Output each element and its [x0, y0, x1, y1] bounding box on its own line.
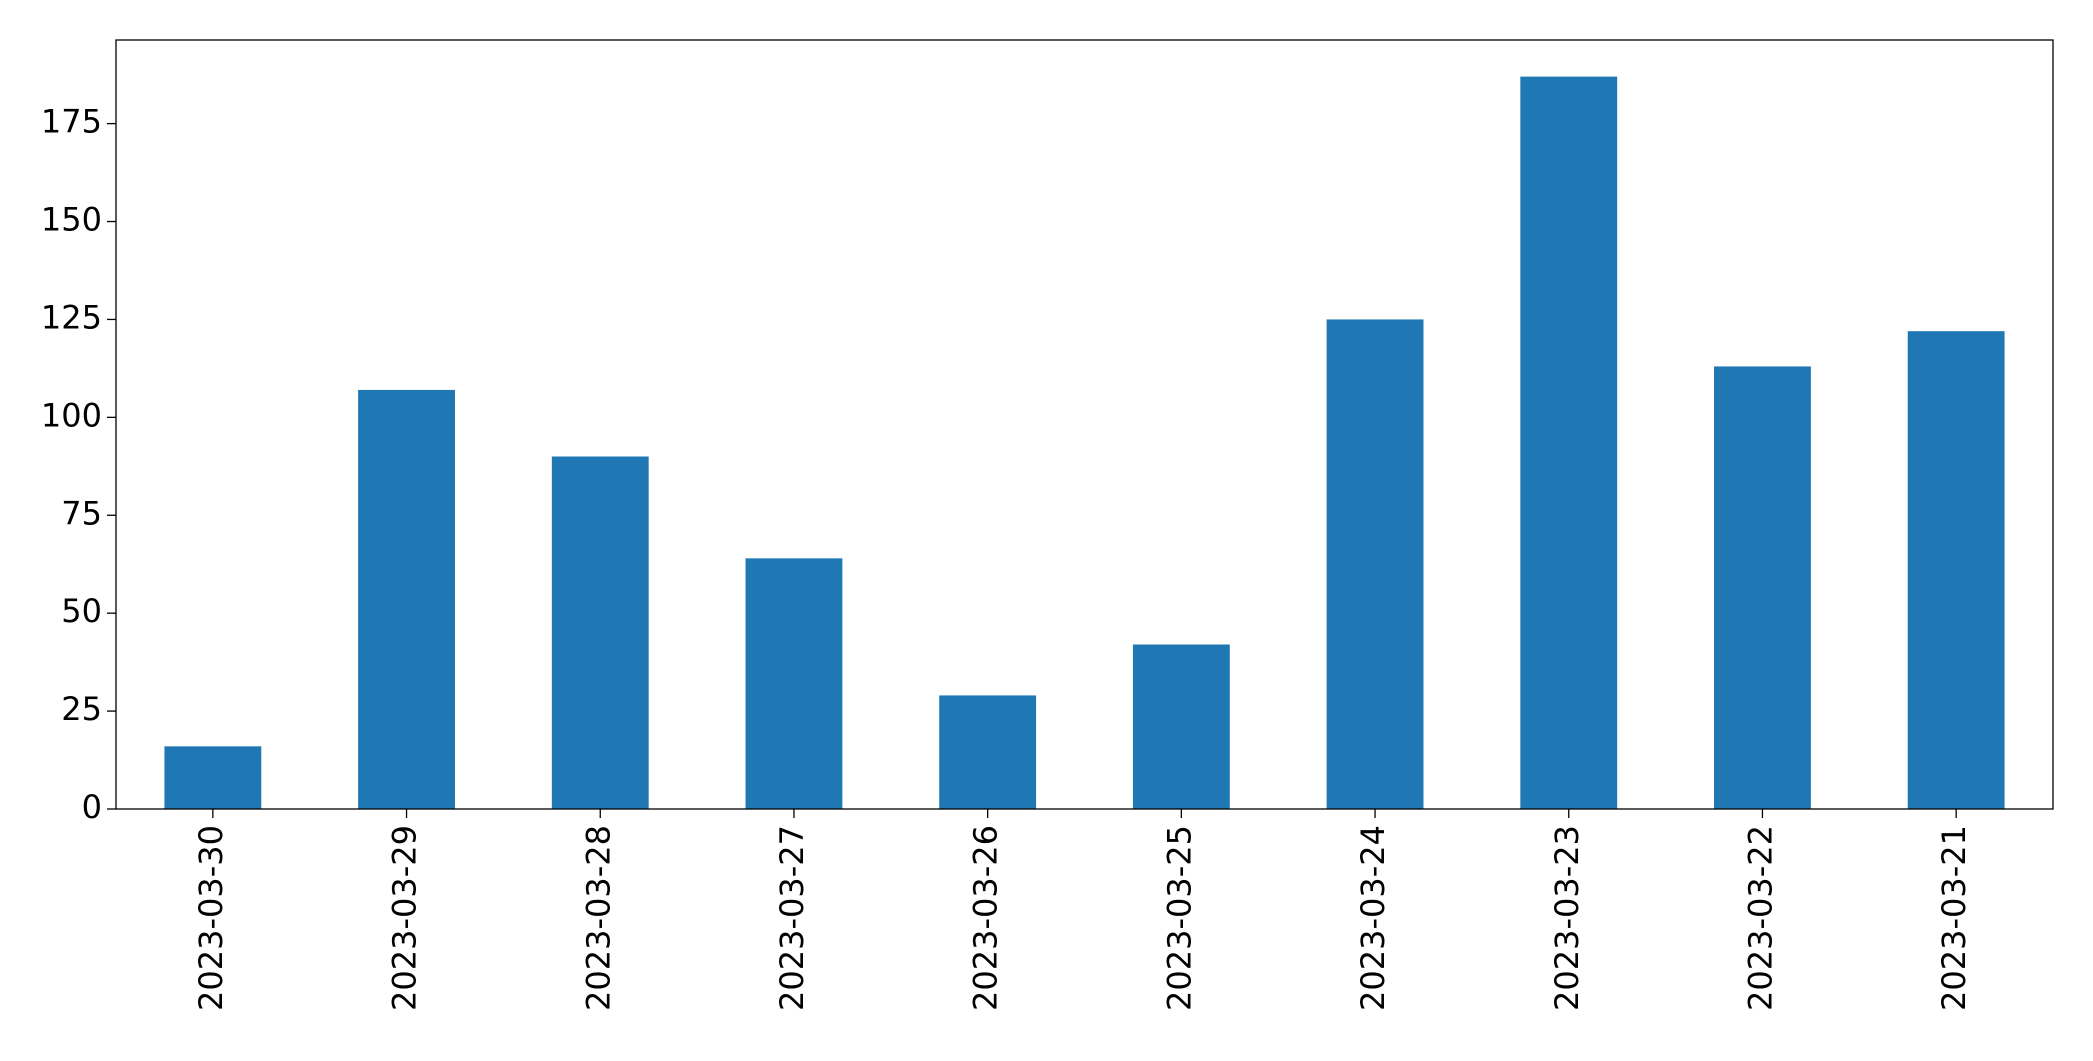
x-tick-label: 2023-03-21 [1935, 825, 1973, 1011]
y-tick-label: 175 [41, 103, 102, 141]
y-tick-label: 50 [61, 592, 102, 630]
y-tick-label: 100 [41, 396, 102, 434]
bar [1520, 76, 1618, 810]
bar [358, 389, 455, 809]
bar [1714, 366, 1811, 809]
bar [1907, 331, 2005, 809]
x-tick-label: 2023-03-24 [1354, 825, 1392, 1011]
x-tick-label: 2023-03-22 [1741, 825, 1779, 1011]
x-tick-label: 2023-03-25 [1160, 825, 1198, 1011]
bar [745, 558, 843, 809]
y-tick-label: 150 [41, 201, 102, 239]
y-tick-label: 125 [41, 298, 102, 336]
bar [1132, 644, 1230, 809]
y-tick-label: 25 [61, 690, 102, 728]
bar [939, 695, 1037, 809]
bar [551, 456, 649, 809]
x-tick-label: 2023-03-28 [579, 825, 617, 1011]
bar [164, 746, 262, 809]
x-tick-label: 2023-03-27 [773, 825, 811, 1011]
plot-frame [115, 39, 2054, 810]
x-tick-label: 2023-03-30 [192, 825, 230, 1011]
x-tick-label: 2023-03-26 [967, 825, 1005, 1011]
y-tick-label: 0 [82, 788, 102, 826]
bar [1326, 319, 1424, 809]
y-tick-label: 75 [61, 494, 102, 532]
x-tick-label: 2023-03-23 [1548, 825, 1586, 1011]
x-tick-label: 2023-03-29 [386, 825, 424, 1011]
